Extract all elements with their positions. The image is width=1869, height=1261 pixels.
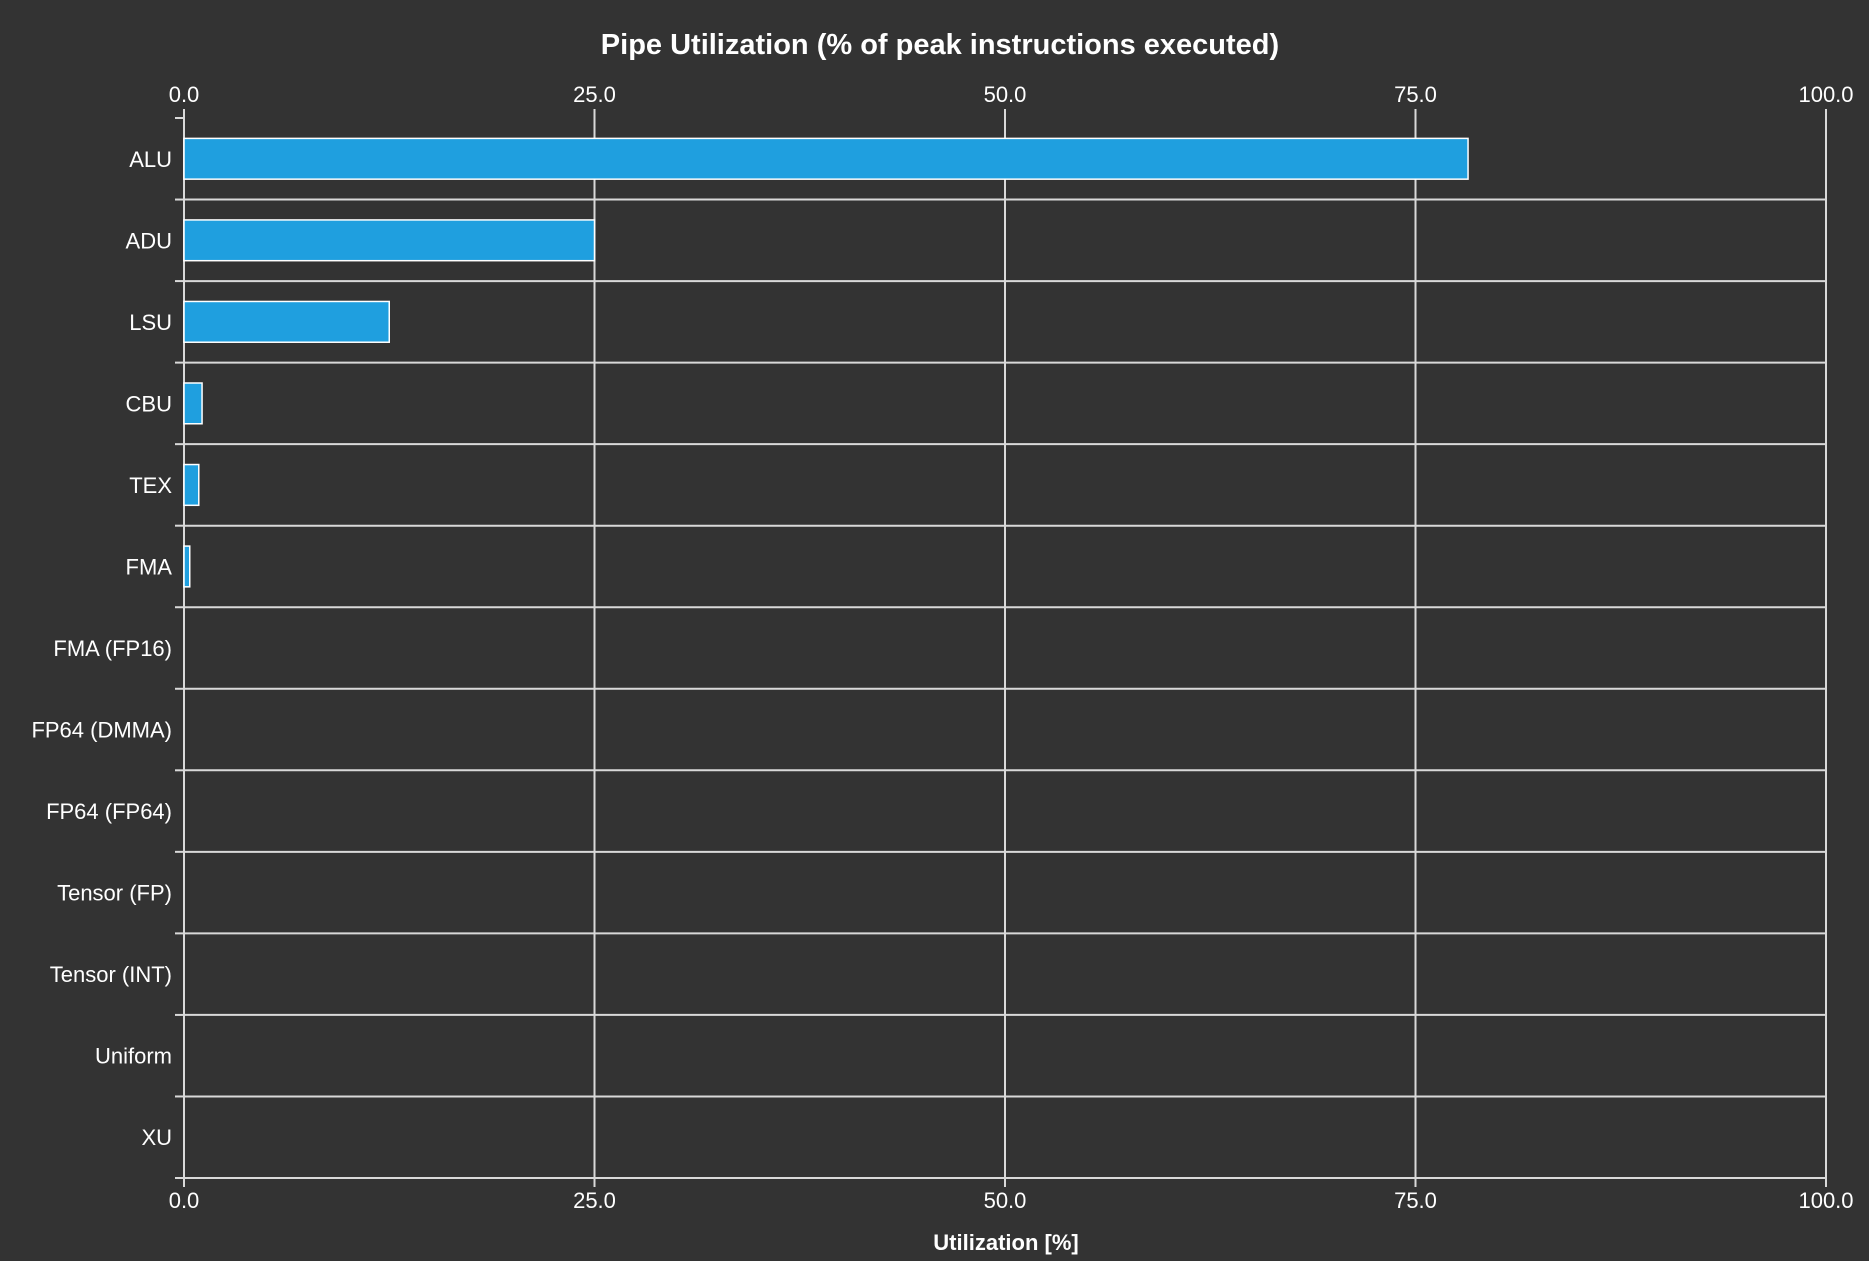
bar-adu — [183, 219, 596, 262]
bar-alu — [183, 137, 1469, 180]
bar-tex — [183, 463, 200, 507]
x-tick-label-top: 25.0 — [573, 82, 616, 107]
y-tick-label: ADU — [126, 228, 172, 253]
y-tick-label: XU — [141, 1125, 172, 1150]
y-tick-label: Tensor (FP) — [57, 881, 172, 906]
chart-title: Pipe Utilization (% of peak instructions… — [601, 29, 1279, 61]
y-tick-label: ALU — [129, 147, 172, 172]
x-tick-label-top: 75.0 — [1394, 82, 1437, 107]
bars-layer — [183, 137, 1469, 588]
bar-lsu — [183, 300, 390, 343]
x-tick-label-top: 0.0 — [169, 82, 200, 107]
bar-cbu — [183, 382, 203, 425]
x-tick-label-bottom: 100.0 — [1798, 1188, 1853, 1213]
y-tick-label: Tensor (INT) — [50, 962, 172, 987]
y-tick-label: Uniform — [95, 1044, 172, 1069]
x-tick-label-bottom: 50.0 — [984, 1188, 1027, 1213]
y-tick-label: TEX — [129, 473, 172, 498]
bar-fma — [183, 545, 191, 588]
y-tick-label: CBU — [126, 391, 172, 416]
y-tick-label: FP64 (FP64) — [46, 799, 172, 824]
y-tick-label: FP64 (DMMA) — [31, 718, 172, 743]
x-tick-label-top: 100.0 — [1798, 82, 1853, 107]
y-tick-label: FMA — [126, 554, 173, 579]
ticks-layer: 0.0 0.0 25.0 25.0 50.0 50.0 75.0 75.0 100.0 100.0… — [31, 82, 1853, 1213]
x-axis-label: Utilization [%] — [933, 1230, 1078, 1255]
x-tick-label-bottom: 0.0 — [169, 1188, 200, 1213]
y-tick-label: LSU — [129, 310, 172, 335]
x-tick-label-bottom: 75.0 — [1394, 1188, 1437, 1213]
x-tick-label-top: 50.0 — [984, 82, 1027, 107]
grid-layer — [183, 118, 1827, 1179]
x-tick-label-bottom: 25.0 — [573, 1188, 616, 1213]
y-tick-label: FMA (FP16) — [53, 636, 172, 661]
